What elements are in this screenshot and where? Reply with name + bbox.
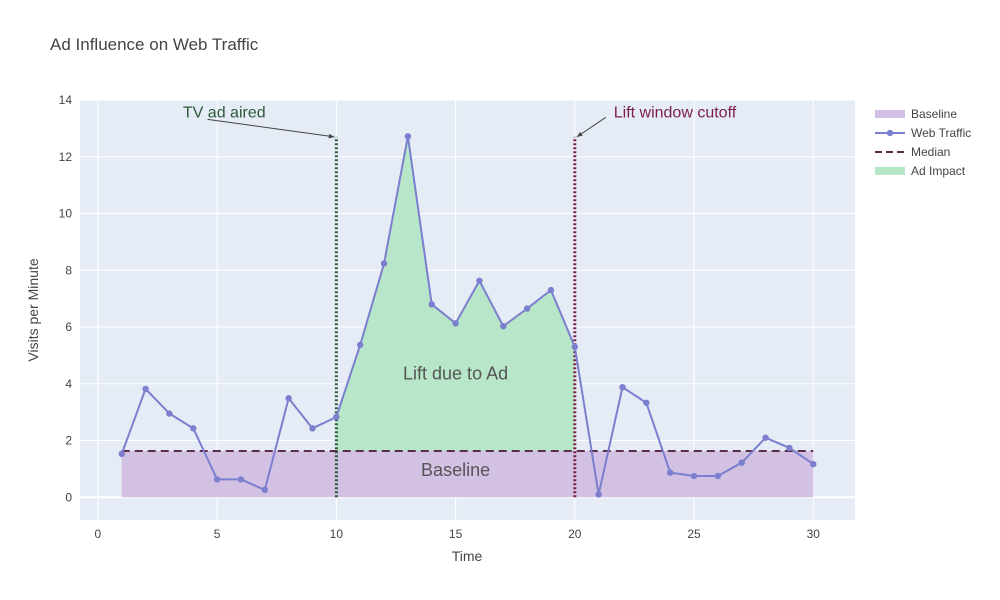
data-point: [786, 444, 793, 452]
data-point: [166, 410, 173, 417]
legend-label: Ad Impact: [911, 164, 966, 178]
x-tick-label: 20: [568, 527, 582, 541]
labels: Baseline Lift due to Ad TV ad aired Lift wi…: [183, 104, 737, 480]
data-point: [142, 385, 149, 393]
y-tick-label: 0: [65, 490, 72, 504]
data-point: [476, 277, 483, 284]
y-tick-label: 4: [65, 377, 72, 391]
legend-swatch: [875, 110, 905, 118]
marks: [118, 133, 817, 498]
data-point: [523, 305, 531, 312]
y-tick-label: 10: [59, 207, 73, 221]
data-point: [261, 486, 269, 494]
baseline-label: Baseline: [421, 460, 490, 480]
data-point: [595, 491, 602, 498]
data-point: [690, 472, 698, 480]
data-point: [118, 450, 125, 458]
x-tick-label: 25: [687, 527, 701, 541]
data-point: [404, 133, 412, 140]
legend-label: Median: [911, 145, 950, 159]
data-point: [571, 343, 579, 351]
legend-label: Baseline: [911, 107, 957, 121]
ad-impact-area: [336, 136, 575, 452]
cutoff-annotation-arrow: [576, 116, 607, 138]
x-tick-label: 0: [95, 527, 102, 541]
ad-aired-annotation: TV ad aired: [183, 104, 266, 121]
data-point: [500, 322, 507, 330]
web-traffic-line: [120, 136, 814, 495]
data-point: [547, 286, 555, 294]
data-point: [738, 459, 745, 466]
cutoff-annotation: Lift window cutoff: [614, 104, 737, 121]
x-tick-label: 10: [330, 527, 344, 541]
data-point: [213, 476, 221, 483]
data-point: [237, 476, 245, 483]
data-point: [666, 469, 674, 476]
chart-title: Ad Influence on Web Traffic: [50, 35, 259, 54]
data-point: [285, 395, 292, 402]
legend-label: Web Traffic: [911, 126, 971, 140]
y-tick-label: 12: [59, 150, 73, 164]
data-point: [643, 399, 650, 406]
x-tick-label: 15: [449, 527, 463, 541]
x-axis-label: Time: [452, 548, 483, 564]
legend: Baseline Web Traffic Median Ad Impact: [875, 107, 971, 178]
data-point: [452, 320, 459, 327]
data-point: [810, 460, 817, 468]
x-tick-label: 5: [214, 527, 221, 541]
ticks: 0 5 10 15 20 25 30 0 2 4 6 8 10 12 14: [59, 93, 821, 541]
data-point: [714, 472, 722, 480]
data-point: [428, 301, 435, 308]
lift-label: Lift due to Ad: [403, 364, 508, 384]
data-point: [762, 434, 769, 441]
legend-marker: [886, 129, 894, 137]
y-tick-label: 8: [65, 263, 72, 277]
cutoff-annotation-arrowhead: [576, 131, 583, 137]
data-point: [619, 383, 626, 391]
data-point: [356, 341, 364, 349]
lines: [120, 136, 814, 498]
data-point: [190, 425, 197, 432]
legend-swatch: [875, 167, 905, 175]
fills: [121, 136, 814, 498]
baseline-band: [121, 451, 814, 498]
y-tick-label: 2: [65, 434, 72, 448]
y-tick-label: 6: [65, 320, 72, 334]
data-point: [380, 260, 388, 267]
ad-aired-annotation-arrowhead: [328, 133, 335, 139]
x-tick-label: 30: [807, 527, 821, 541]
data-point: [309, 425, 316, 432]
data-point: [333, 413, 340, 421]
y-tick-label: 14: [59, 93, 73, 107]
y-axis-label: Visits per Minute: [25, 258, 41, 361]
ad-aired-annotation-arrow: [207, 118, 335, 138]
